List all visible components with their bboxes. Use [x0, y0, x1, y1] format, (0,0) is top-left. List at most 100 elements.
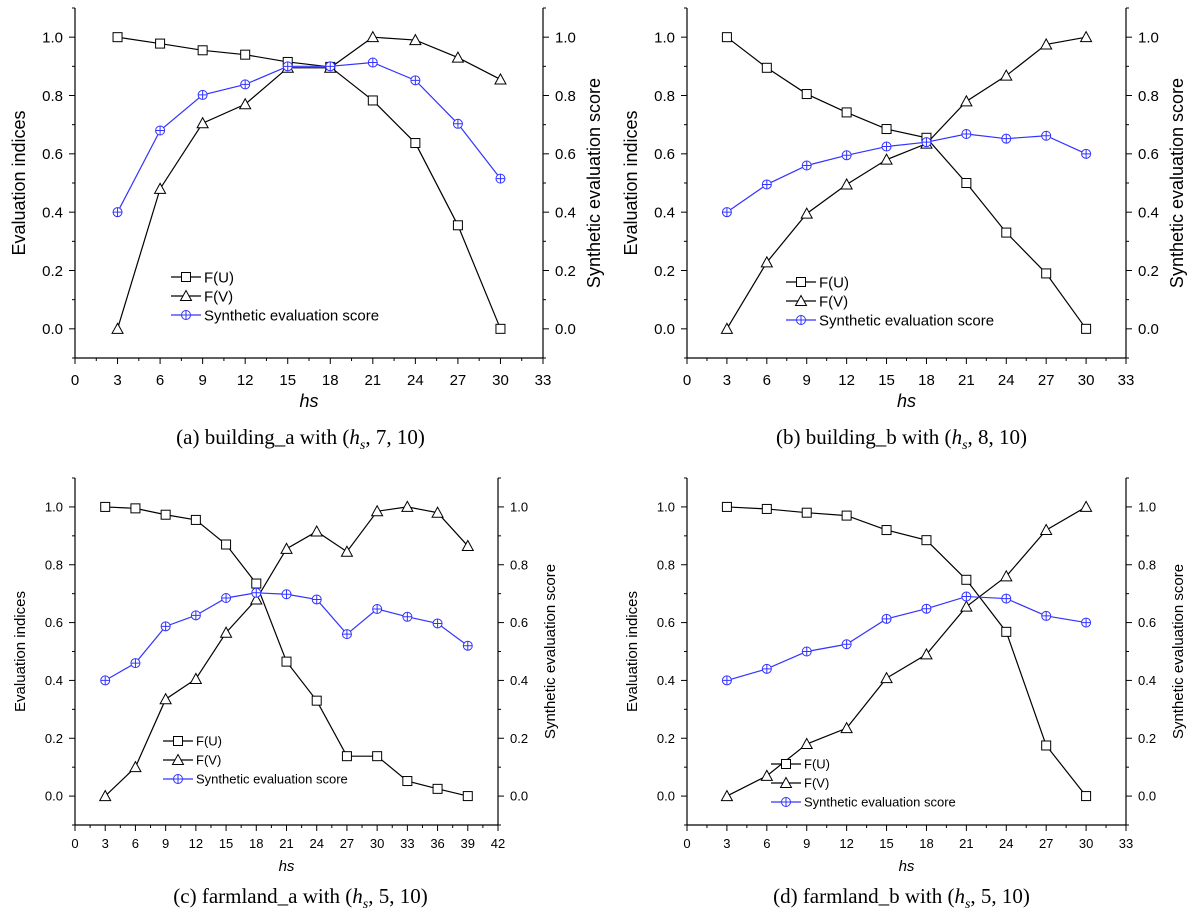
- data-point: [238, 97, 252, 110]
- y2-tick-label: 0.0: [555, 321, 576, 338]
- data-point: [189, 672, 203, 684]
- x-tick-label: 15: [878, 372, 895, 389]
- data-point: [240, 49, 251, 60]
- legend-marker: [179, 289, 193, 301]
- data-point: [720, 322, 734, 334]
- data-point: [1081, 791, 1092, 802]
- caption-suffix: , 5, 10): [368, 884, 428, 908]
- caption-sub: s: [359, 438, 366, 454]
- y-tick-label: 0.4: [654, 204, 675, 221]
- data-point: [310, 524, 324, 537]
- caption-var: h: [352, 884, 363, 908]
- x-tick-label: 30: [1079, 836, 1093, 851]
- series-line: [117, 36, 502, 330]
- y2-tick-label: 0.6: [555, 146, 576, 163]
- data-point: [1081, 148, 1092, 159]
- y-tick-label: 0.6: [654, 146, 675, 163]
- x-tick-label: 24: [407, 372, 424, 389]
- data-point: [112, 32, 123, 43]
- data-point: [402, 611, 413, 622]
- series-line: [726, 36, 1087, 330]
- x-tick-label: 3: [102, 836, 109, 851]
- x-tick-label: 9: [803, 836, 810, 851]
- y-axis-label: Evaluation indices: [9, 110, 29, 255]
- y2-tick-label: 0.8: [510, 557, 528, 572]
- legend-marker: [173, 736, 183, 746]
- data-point: [190, 610, 201, 621]
- legend-label: F(U): [819, 274, 849, 291]
- x-tick-label: 9: [162, 836, 169, 851]
- data-point: [155, 125, 166, 136]
- x-tick-label: 24: [999, 836, 1013, 851]
- data-point: [452, 118, 463, 129]
- legend-marker: [779, 776, 793, 788]
- legend-marker: [171, 753, 185, 765]
- data-point: [760, 769, 774, 781]
- y2-tick-label: 0.4: [510, 673, 528, 688]
- data-point: [1001, 133, 1012, 144]
- data-point: [372, 603, 383, 614]
- y-tick-label: 1.0: [657, 499, 675, 514]
- data-point: [197, 45, 208, 56]
- y2-tick-label: 0.6: [1138, 146, 1159, 163]
- data-point: [282, 61, 293, 72]
- data-point: [366, 30, 380, 43]
- x-tick-label: 9: [198, 372, 206, 389]
- x-tick-label: 21: [959, 836, 973, 851]
- data-point: [190, 514, 201, 525]
- y-tick-label: 0.2: [654, 263, 675, 280]
- data-point: [196, 116, 209, 129]
- data-point: [367, 95, 378, 106]
- x-tick-label: 33: [535, 372, 552, 389]
- data-point: [160, 621, 171, 632]
- data-point: [494, 72, 507, 85]
- x-axis-label: hs: [897, 391, 916, 411]
- y2-tick-label: 0.4: [1138, 204, 1159, 221]
- x-axis-label: hs: [299, 391, 318, 411]
- series-line: [117, 61, 501, 213]
- x-tick-label: 0: [683, 836, 690, 851]
- caption-prefix: (c) farmland_a with (: [173, 884, 353, 908]
- y2-tick-label: 1.0: [555, 29, 576, 46]
- data-point: [341, 751, 352, 762]
- y2-tick-label: 1.0: [1138, 29, 1159, 46]
- legend-label: F(V): [804, 776, 829, 791]
- data-point: [410, 138, 421, 149]
- legend-label: Synthetic evaluation score: [819, 312, 994, 329]
- legend-marker: [796, 277, 806, 287]
- y-axis-label: Evaluation indices: [621, 110, 641, 255]
- data-point: [881, 124, 892, 135]
- data-point: [841, 510, 852, 521]
- x-tick-label: 18: [918, 372, 935, 389]
- data-point: [760, 255, 774, 268]
- data-point: [495, 173, 506, 184]
- x-tick-label: 9: [803, 372, 811, 389]
- data-point: [367, 57, 378, 68]
- legend-label: F(U): [804, 757, 830, 772]
- data-point: [129, 760, 142, 773]
- data-point: [221, 593, 232, 604]
- data-point: [961, 129, 972, 139]
- x-axis-label: hs: [899, 858, 915, 875]
- data-point: [840, 177, 853, 190]
- y2-tick-label: 0.6: [1138, 615, 1156, 630]
- x-tick-label: 24: [309, 836, 323, 851]
- data-point: [800, 207, 814, 219]
- data-point: [999, 569, 1013, 582]
- data-point: [921, 603, 932, 614]
- data-point: [155, 38, 166, 49]
- data-point: [240, 79, 251, 90]
- y-tick-label: 1.0: [654, 29, 675, 46]
- y2-tick-label: 0.8: [1138, 88, 1159, 105]
- caption-sub: s: [362, 897, 369, 913]
- series-line: [116, 36, 501, 330]
- data-point: [340, 545, 354, 557]
- data-point: [1039, 37, 1053, 50]
- x-tick-label: 3: [113, 372, 121, 389]
- x-tick-label: 30: [492, 372, 509, 389]
- legend-label: Synthetic evaluation score: [196, 772, 348, 787]
- y-tick-label: 0.4: [45, 673, 63, 688]
- y-tick-label: 0.6: [45, 615, 63, 630]
- legend-label: F(U): [204, 269, 234, 286]
- x-tick-label: 33: [1118, 372, 1135, 389]
